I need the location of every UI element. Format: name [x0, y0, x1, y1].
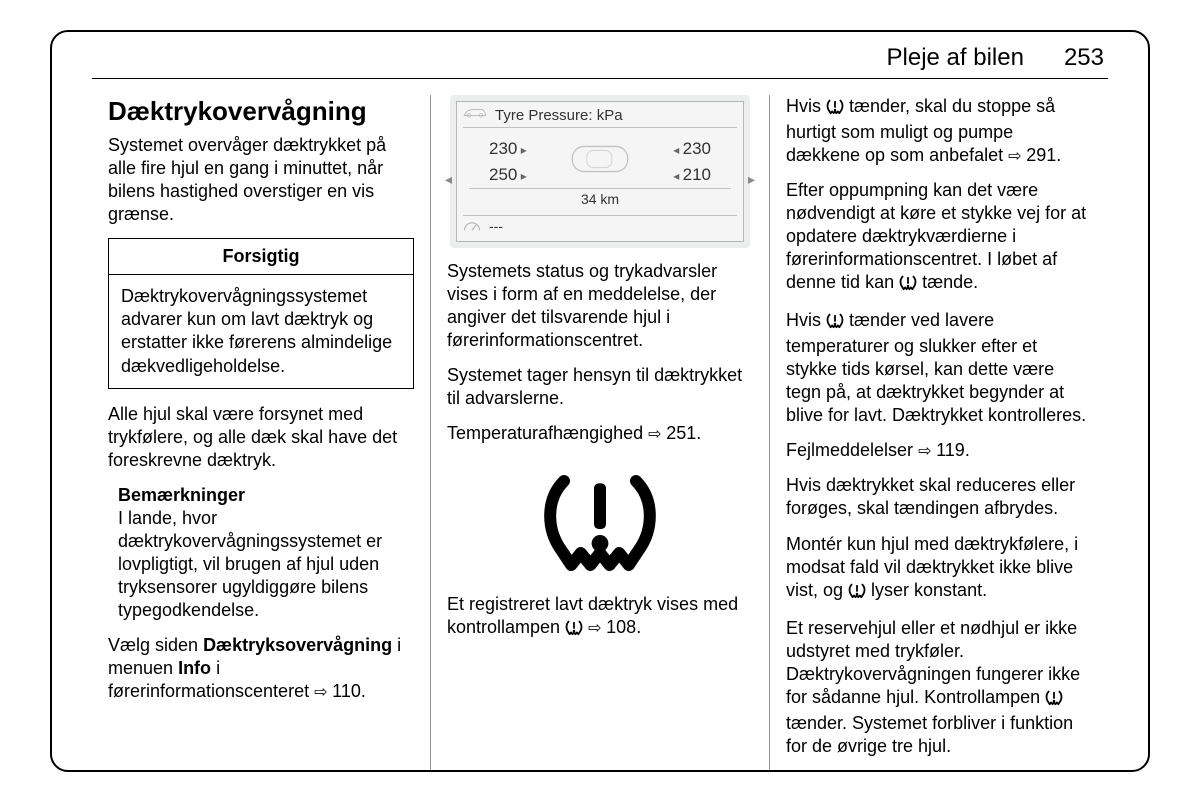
intro-paragraph: Systemet overvåger dæktrykket på alle fi… — [108, 134, 414, 226]
tyre-pressure-display: ◂ ▸ Tyre Pressure: kPa — [447, 95, 753, 248]
cross-reference: 291. — [1008, 145, 1061, 165]
tpms-warning-icon — [447, 457, 753, 583]
tpms-icon — [565, 618, 583, 642]
caution-box: Forsigtig Dæktrykovervågningssystemet ad… — [108, 238, 414, 388]
note-body: I lande, hvor dæktrykovervågningssysteme… — [118, 507, 414, 622]
section-title: Pleje af bilen — [887, 44, 1024, 72]
paragraph: Montér kun hjul med dæktrykfølere, i mod… — [786, 533, 1092, 605]
rear-left-value: 250 — [489, 164, 527, 186]
paragraph: Fejlmeddelelser 119. — [786, 439, 1092, 462]
paragraph: Hvis tænder, skal du stoppe så hurtigt s… — [786, 95, 1092, 167]
paragraph: Vælg siden Dæktryksovervågning i menuen … — [108, 634, 414, 703]
tpms-icon — [1045, 688, 1063, 712]
cross-reference: 108. — [588, 617, 641, 637]
nav-right-icon: ▸ — [748, 171, 755, 189]
paragraph: Alle hjul skal være forsynet med trykføl… — [108, 403, 414, 472]
paragraph: Et registreret lavt dæktryk vises med ko… — [447, 593, 753, 642]
caution-body: Dæktrykovervågningssystemet advarer kun … — [109, 275, 413, 387]
note-heading: Bemærkninger — [118, 484, 414, 507]
manual-page: Pleje af bilen 253 Dæktrykovervågning Sy… — [50, 30, 1150, 772]
tpms-icon — [826, 97, 844, 121]
paragraph: Et reservehjul eller et nødhjul er ikke … — [786, 617, 1092, 758]
nav-left-icon: ◂ — [445, 171, 452, 189]
caution-title: Forsigtig — [109, 239, 413, 275]
paragraph: Efter oppumpning kan det være nødvendigt… — [786, 179, 1092, 297]
page-number: 253 — [1064, 44, 1104, 72]
distance-value: 34 km — [469, 188, 731, 209]
paragraph: Temperaturafhængighed 251. — [447, 422, 753, 445]
tpms-icon — [899, 273, 917, 297]
page-header: Pleje af bilen 253 — [92, 44, 1108, 79]
speedometer-icon — [463, 218, 481, 237]
paragraph: Systemet tager hensyn til dæktrykket til… — [447, 364, 753, 410]
car-icon — [463, 106, 487, 125]
paragraph: Hvis tænder ved lavere temperaturer og s… — [786, 309, 1092, 427]
display-title: Tyre Pressure: kPa — [495, 106, 623, 125]
cross-reference: 251. — [648, 423, 701, 443]
front-left-value: 230 — [489, 138, 527, 160]
cross-reference: 119. — [918, 440, 970, 460]
paragraph: Systemets status og trykadvarsler vises … — [447, 260, 753, 352]
topic-heading: Dæktrykovervågning — [108, 95, 414, 128]
column-3: Hvis tænder, skal du stoppe så hurtigt s… — [769, 95, 1108, 770]
content-columns: Dæktrykovervågning Systemet overvåger dæ… — [92, 95, 1108, 770]
column-1: Dæktrykovervågning Systemet overvåger dæ… — [92, 95, 430, 770]
car-outline-icon — [567, 134, 633, 189]
paragraph: Hvis dæktrykket skal reduceres eller for… — [786, 474, 1092, 520]
cross-reference: 110. — [314, 681, 366, 701]
rear-right-value: 210 — [673, 164, 711, 186]
column-2: ◂ ▸ Tyre Pressure: kPa — [430, 95, 769, 770]
front-right-value: 230 — [673, 138, 711, 160]
footer-value: --- — [489, 218, 503, 236]
tpms-icon — [848, 581, 866, 605]
tpms-icon — [826, 311, 844, 335]
